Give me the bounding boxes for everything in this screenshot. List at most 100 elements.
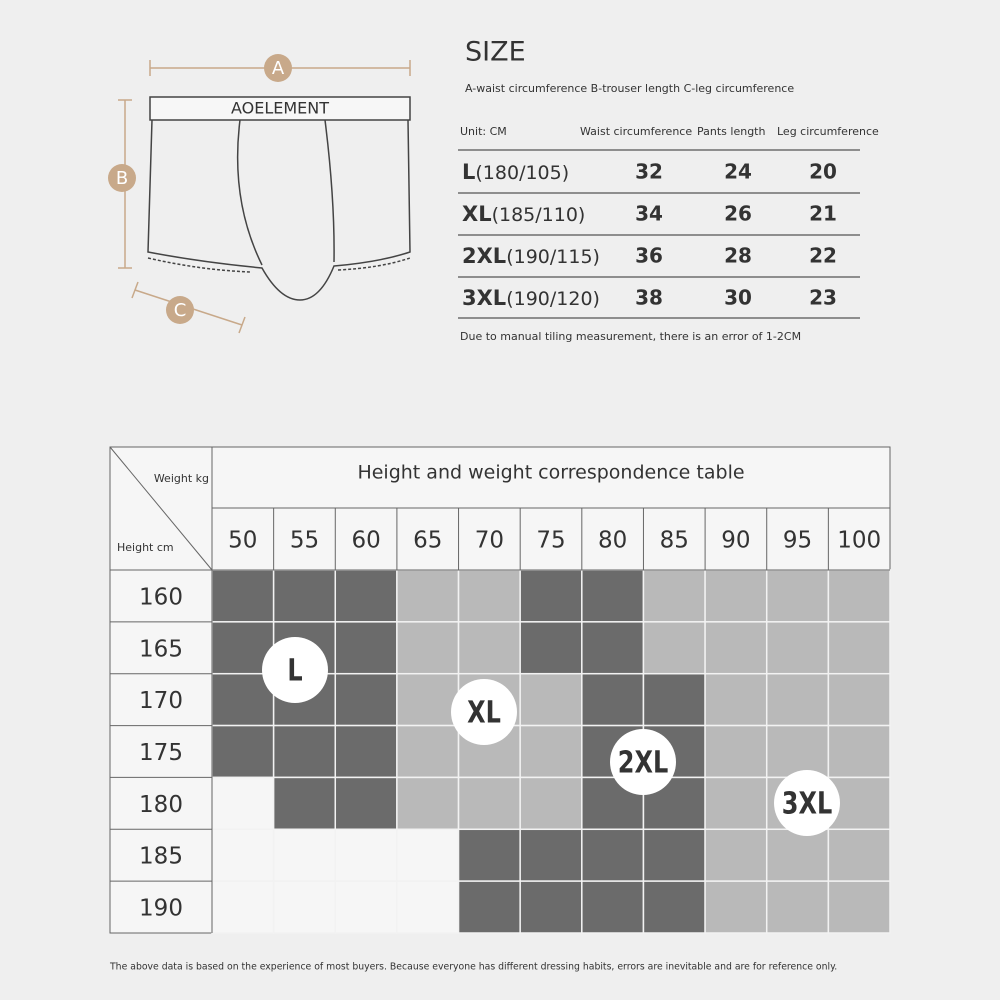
grid-cell <box>581 569 645 623</box>
grid-cell <box>765 828 830 882</box>
size-value: 24 <box>724 160 752 184</box>
size-value: 28 <box>724 244 752 268</box>
size-subtitle: A-waist circumference B-trouser length C… <box>465 82 794 95</box>
size-value: 36 <box>635 244 663 268</box>
grid-cell <box>704 724 768 779</box>
size-note: Due to manual tiling measurement, there … <box>460 330 801 343</box>
grid-cell <box>334 672 398 727</box>
grid-cell <box>581 621 645 675</box>
height-label: 170 <box>139 688 183 714</box>
height-label: 180 <box>139 792 183 818</box>
size-value: 21 <box>809 202 837 226</box>
grid-cell <box>704 621 768 675</box>
grid-cell <box>519 880 583 934</box>
grid-cell <box>581 828 645 882</box>
grid-cell <box>519 828 583 882</box>
grid-cell <box>519 776 583 831</box>
grid-cell <box>272 828 337 882</box>
grid-cell <box>272 569 337 623</box>
table-title: Height and weight correspondence table <box>357 462 744 484</box>
grid-cell <box>827 569 891 623</box>
height-label: 190 <box>139 896 183 922</box>
garment-hem <box>147 257 411 273</box>
weight-label: 90 <box>721 528 750 554</box>
grid-cell <box>642 828 706 882</box>
size-value: 20 <box>809 160 837 184</box>
grid-cell <box>642 880 706 934</box>
weight-label: 75 <box>536 528 565 554</box>
height-label: 165 <box>139 636 183 662</box>
weight-label: 70 <box>475 528 504 554</box>
label-circle <box>166 296 194 324</box>
grid-cell <box>272 724 337 779</box>
grid-cell <box>765 672 830 727</box>
region-badge <box>610 729 676 795</box>
size-value: 34 <box>635 202 663 226</box>
size-name: 2XL(190/115) <box>462 244 600 268</box>
weight-label: 55 <box>290 528 319 554</box>
brand: AOELEMENT <box>231 99 329 118</box>
grid-cell <box>457 569 521 623</box>
grid-cell <box>396 776 460 831</box>
region-badge <box>774 770 840 836</box>
dimension-label: C <box>174 300 187 321</box>
grid-cell <box>334 776 398 831</box>
grid-cell <box>519 672 583 727</box>
grid-cell <box>334 724 398 779</box>
region-label: XL <box>467 696 501 730</box>
grid-cell <box>765 724 830 779</box>
size-name: L(180/105) <box>462 160 569 184</box>
footer-note: The above data is based on the experienc… <box>109 962 837 973</box>
grid-cell <box>519 621 583 675</box>
header-cell: Leg circumference <box>777 125 879 138</box>
weight-label: 80 <box>598 528 627 554</box>
weight-axis-label: Weight kg <box>154 472 209 485</box>
grid-cell <box>581 672 645 727</box>
header-cell: Pants length <box>697 125 765 138</box>
grid-cell <box>457 880 521 934</box>
label-circle <box>108 164 136 192</box>
grid-cell <box>272 776 337 831</box>
region-label: L <box>287 654 302 688</box>
dimension-label: B <box>116 168 128 189</box>
height-axis-label: Height cm <box>117 541 174 554</box>
grid-cell <box>211 569 275 623</box>
size-code: XL <box>462 202 492 226</box>
grid-cell <box>519 569 583 623</box>
grid-cell <box>396 621 460 675</box>
height-label: 175 <box>139 740 183 766</box>
grid-cell <box>211 724 275 779</box>
grid-cell <box>704 569 768 623</box>
grid-cell <box>581 880 645 934</box>
grid-cell <box>765 621 830 675</box>
grid-cell <box>827 880 891 934</box>
grid-cell <box>457 828 521 882</box>
size-value: 22 <box>809 244 837 268</box>
grid-cell <box>457 621 521 675</box>
grid-cell <box>334 828 398 882</box>
weight-label: 50 <box>228 528 257 554</box>
size-code: L <box>462 160 475 184</box>
grid-cell <box>642 621 706 675</box>
grid-cell <box>211 828 275 882</box>
grid-cell <box>334 621 398 675</box>
size-value: 23 <box>809 286 837 310</box>
size-range: (185/110) <box>492 204 586 226</box>
size-value: 38 <box>635 286 663 310</box>
grid-cell <box>827 724 891 779</box>
garment-outline <box>147 119 411 301</box>
dimension-label: A <box>272 58 285 79</box>
grid-cell <box>334 569 398 623</box>
grid-cell <box>704 776 768 831</box>
size-value: 30 <box>724 286 752 310</box>
size-name: XL(185/110) <box>462 202 585 226</box>
grid-cell <box>457 776 521 831</box>
grid-cell <box>704 880 768 934</box>
grid-cell <box>642 672 706 727</box>
label-circle <box>264 54 292 82</box>
region-badge <box>451 679 517 745</box>
weight-label: 60 <box>351 528 380 554</box>
height-label: 185 <box>139 844 183 870</box>
size-name: 3XL(190/120) <box>462 286 600 310</box>
